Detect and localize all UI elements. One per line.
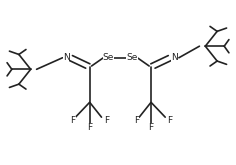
Text: F: F <box>71 116 76 125</box>
Text: N: N <box>171 53 178 62</box>
Text: F: F <box>104 116 109 125</box>
Text: Se: Se <box>103 53 114 62</box>
Text: F: F <box>87 123 92 132</box>
Text: N: N <box>63 53 69 62</box>
Text: F: F <box>134 116 139 125</box>
Text: F: F <box>167 116 173 125</box>
Text: F: F <box>148 123 154 132</box>
Text: Se: Se <box>126 53 138 62</box>
